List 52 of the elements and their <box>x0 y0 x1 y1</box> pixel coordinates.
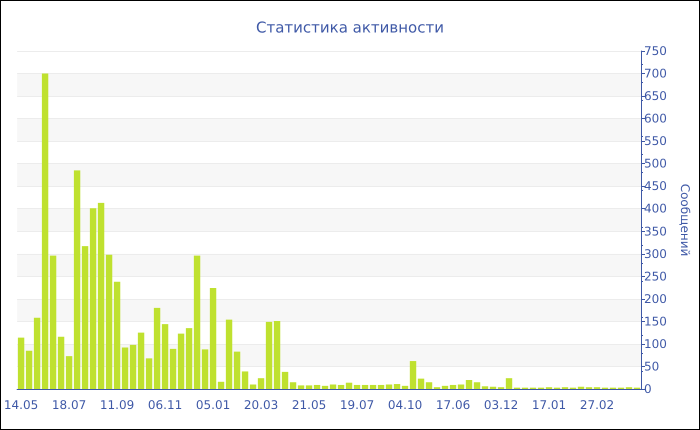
bar <box>410 361 416 389</box>
x-tick-label: 04.10 <box>388 398 422 412</box>
bar <box>298 385 304 389</box>
bar <box>346 382 352 389</box>
chart-title: Статистика активности <box>256 18 444 36</box>
bar <box>370 384 376 389</box>
x-tick-label: 05.01 <box>196 398 230 412</box>
bar <box>458 384 464 389</box>
y-tick-label: 150 <box>644 314 667 328</box>
bar <box>314 384 320 389</box>
bar <box>330 384 336 389</box>
x-tick-label: 17.01 <box>532 398 566 412</box>
y-tick-label: 0 <box>644 382 652 396</box>
bar <box>506 378 512 389</box>
bar <box>362 384 368 389</box>
y-tick-label: 400 <box>644 202 667 216</box>
x-tick-label: 11.09 <box>100 398 134 412</box>
x-tick-label: 27.02 <box>580 398 614 412</box>
y-tick-label: 350 <box>644 224 667 238</box>
x-tick-label: 06.11 <box>148 398 182 412</box>
y-tick-label: 600 <box>644 112 667 126</box>
x-tick-label: 21.05 <box>292 398 326 412</box>
y-tick-label: 200 <box>644 292 667 306</box>
bar <box>306 385 312 389</box>
x-tick-label: 03.12 <box>484 398 518 412</box>
x-tick-label: 14.05 <box>4 398 38 412</box>
y-tick-label: 450 <box>644 179 667 194</box>
bar <box>354 384 360 389</box>
y-tick-label: 100 <box>644 336 667 351</box>
bar <box>418 378 424 389</box>
bar <box>426 382 432 389</box>
x-tick-label: 20.03 <box>244 398 278 412</box>
y-tick-label: 750 <box>644 44 667 58</box>
y-tick-label: 50 <box>644 359 660 374</box>
x-tick-label: 17.06 <box>436 398 470 412</box>
x-tick-label: 19.07 <box>340 398 374 412</box>
bar <box>378 384 384 389</box>
y-tick-label: 550 <box>644 134 667 148</box>
bar <box>450 384 456 389</box>
y-tick-label: 650 <box>644 89 667 104</box>
y-tick-label: 700 <box>644 66 667 81</box>
y-tick-label: 300 <box>644 246 667 261</box>
x-tick-label: 18.07 <box>52 398 86 412</box>
bar <box>338 384 344 389</box>
y-tick-label: 250 <box>644 269 667 284</box>
bar <box>386 384 392 389</box>
bar <box>466 380 472 389</box>
bar <box>290 382 296 389</box>
y-axis-title: Сообщений <box>678 184 692 256</box>
bar <box>474 382 480 389</box>
bar <box>394 384 400 389</box>
y-tick-label: 500 <box>644 156 667 171</box>
